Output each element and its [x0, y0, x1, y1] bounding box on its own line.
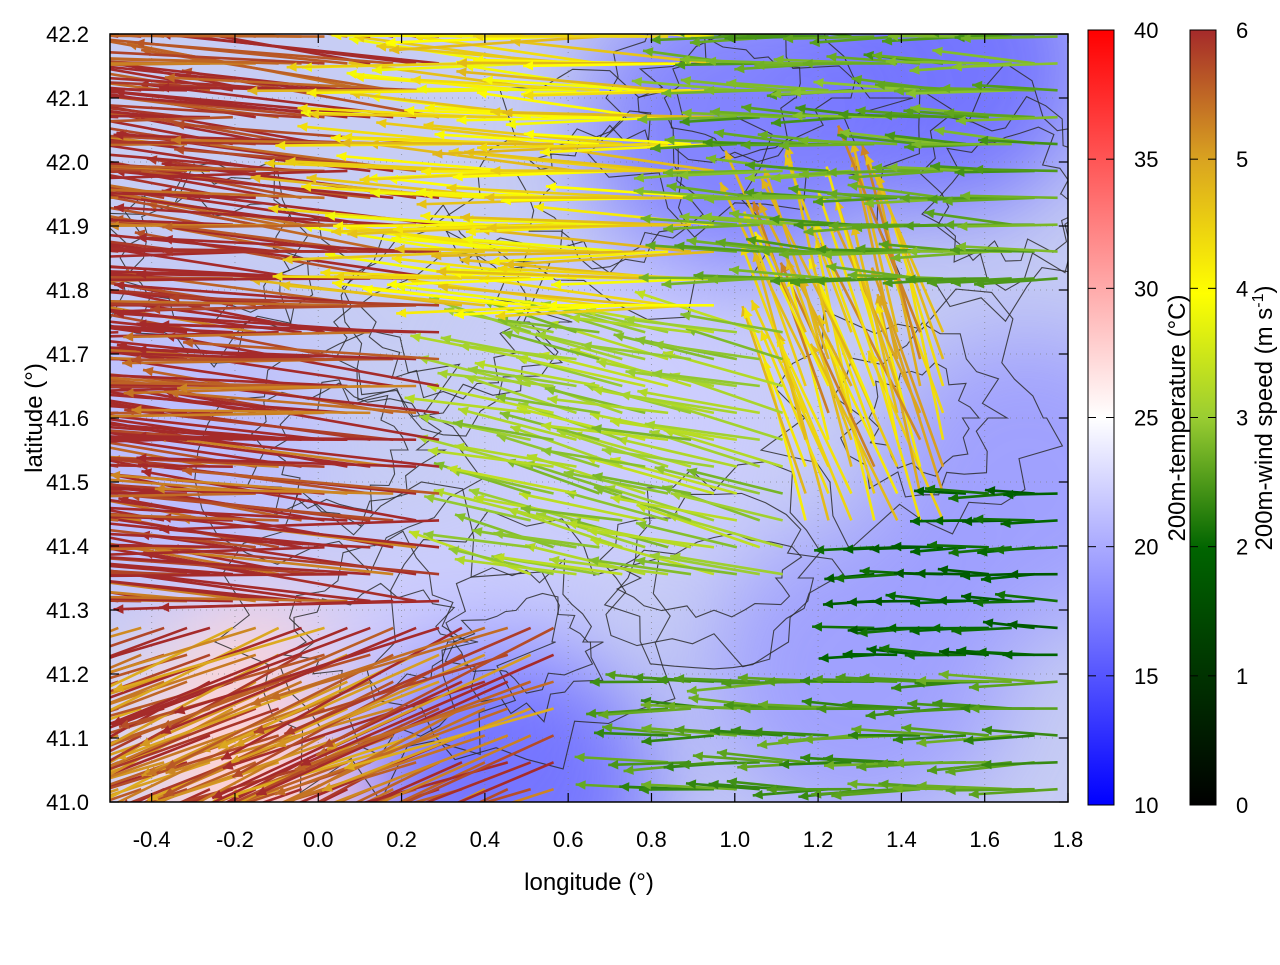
- x-tick-label-11: 1.8: [1053, 827, 1084, 852]
- wind-vector-1056: [516, 10, 691, 36]
- wind-vector-1045: [160, 10, 439, 37]
- y-tick-label-1: 41.1: [46, 726, 89, 751]
- wind-vector-1051: [412, 13, 576, 37]
- wind-vector-4: [0, 789, 210, 903]
- x-axis-label: longitude (°): [524, 869, 654, 896]
- wind-vector-524: [0, 378, 118, 388]
- wind-vector-947: [0, 52, 118, 91]
- y-tick-label-5: 41.5: [46, 470, 89, 495]
- wind-colorbar-tick-label-3: 3: [1236, 406, 1248, 431]
- wind-vector-248: [0, 567, 118, 601]
- wind-vector-653: [0, 252, 118, 279]
- wind-vector-1034: [0, 0, 187, 37]
- wind-vector-1042: [93, 0, 370, 37]
- wind-colorbar: 0 1 2 3 4 5 6 200m-wind speed (m s-1): [1190, 18, 1278, 818]
- x-tick-label-5: 0.6: [553, 827, 584, 852]
- x-tick-label-8: 1.2: [803, 827, 834, 852]
- wind-vector-152: [0, 682, 118, 768]
- wind-vector-1037: [0, 0, 256, 37]
- wind-vector-12: [177, 789, 393, 898]
- wind-vector-344: [0, 494, 118, 520]
- wind-colorbar-tick-label-1: 1: [1236, 664, 1248, 689]
- wind-vector-1041: [109, 0, 348, 37]
- x-tick-label-9: 1.4: [886, 827, 917, 852]
- y-tick-label-4: 41.4: [46, 534, 89, 559]
- wind-colorbar-tick-label-2: 2: [1236, 535, 1248, 560]
- wind-colorbar-label: 200m-wind speed (m s-1): [1250, 286, 1278, 551]
- y-tick-label-9: 41.9: [46, 214, 89, 239]
- y-tick-label-10: 42.0: [46, 150, 89, 175]
- wind-colorbar-tick-label-5: 5: [1236, 147, 1248, 172]
- x-tick-label-3: 0.2: [386, 827, 417, 852]
- x-tick-label-1: -0.2: [216, 827, 254, 852]
- y-tick-label-7: 41.7: [46, 342, 89, 367]
- temperature-colorbar-tick-label-3: 25: [1134, 406, 1158, 431]
- x-tick-label-0: -0.4: [133, 827, 171, 852]
- wind-colorbar-tick-label-4: 4: [1236, 276, 1248, 301]
- temperature-colorbar-tick-label-4: 30: [1134, 276, 1158, 301]
- wind-vector-779: [0, 186, 118, 198]
- x-tick-label-7: 1.0: [719, 827, 750, 852]
- wind-label-end: ): [1251, 286, 1278, 294]
- x-tick-label-10: 1.6: [969, 827, 1000, 852]
- wind-label-main: 200m-wind speed (m s: [1251, 308, 1278, 551]
- y-tick-label-12: 42.2: [46, 22, 89, 47]
- y-tick-label-2: 41.2: [46, 662, 89, 687]
- temperature-colorbar-label: 200m-temperature (°C): [1164, 294, 1191, 541]
- wind-vector-11: [144, 789, 371, 885]
- wind-colorbar-tick-label-6: 6: [1236, 18, 1248, 43]
- y-tick-label-6: 41.6: [46, 406, 89, 431]
- y-tick-label-11: 42.1: [46, 86, 89, 111]
- x-tick-label-2: 0.0: [303, 827, 334, 852]
- wind-vector-1043: [118, 0, 393, 37]
- y-tick-label-8: 41.8: [46, 278, 89, 303]
- x-tick-label-4: 0.4: [470, 827, 501, 852]
- temperature-colorbar-tick-label-1: 15: [1134, 664, 1158, 689]
- wind-colorbar-tick-label-0: 0: [1236, 793, 1248, 818]
- temperature-colorbar-tick-label-6: 40: [1134, 18, 1158, 43]
- wind-label-sup: -1: [1250, 293, 1267, 307]
- temperature-colorbar-tick-label-0: 10: [1134, 793, 1158, 818]
- temperature-colorbar-tick-label-2: 20: [1134, 535, 1158, 560]
- temperature-colorbar-tick-label-5: 35: [1134, 147, 1158, 172]
- y-tick-label-3: 41.3: [46, 598, 89, 623]
- wind-vector-863: [0, 123, 118, 144]
- temperature-patch-4: [481, 268, 781, 568]
- y-axis-label: latitude (°): [21, 363, 48, 473]
- wind-vector-1044: [141, 0, 416, 37]
- wind-vector-1047: [314, 13, 485, 36]
- x-tick-label-6: 0.8: [636, 827, 667, 852]
- y-tick-label-0: 41.0: [46, 790, 89, 815]
- temperature-colorbar: 10 15 20 25 30 35 40 200m-temperature (°C): [1088, 18, 1191, 818]
